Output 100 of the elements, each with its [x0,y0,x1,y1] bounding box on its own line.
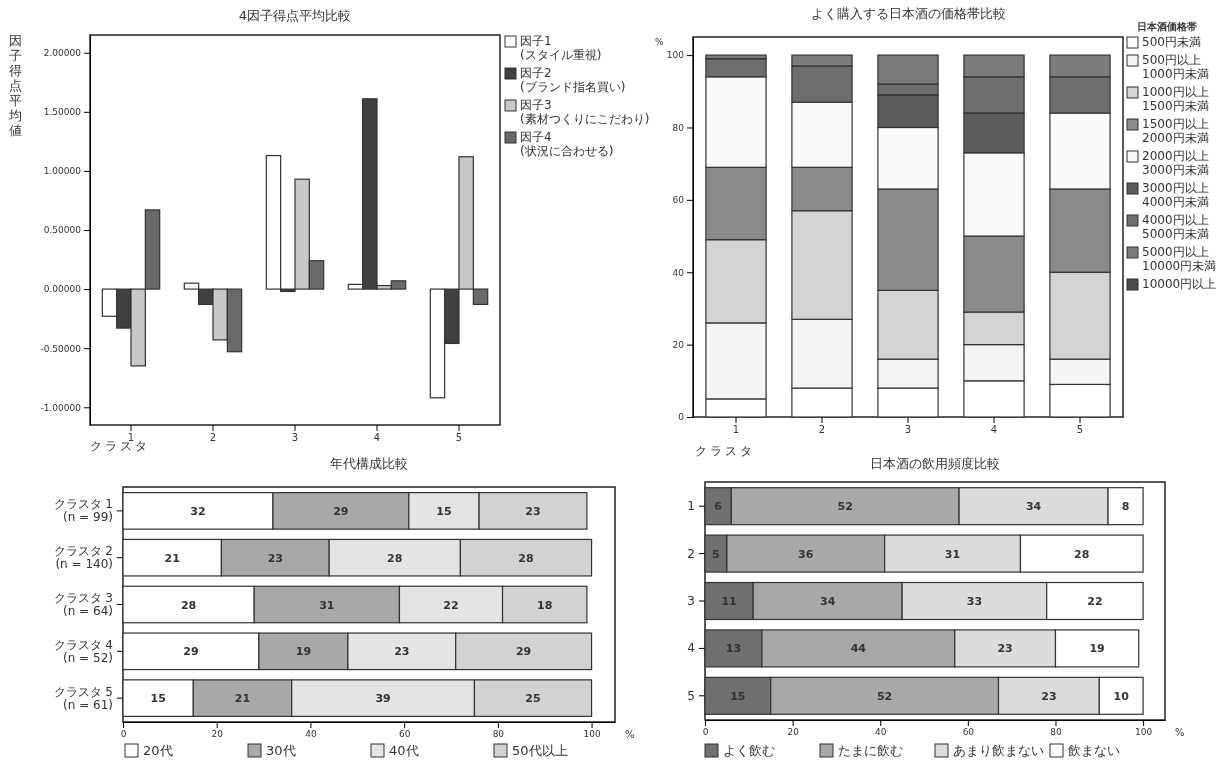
data-label: 25 [525,692,541,706]
y-tick-label: -0.50000 [40,343,82,354]
x-tick-label: 20 [787,727,800,738]
x-tick-label: 80 [1050,727,1062,738]
data-label: 6 [714,500,723,514]
y-tick-label: 60 [672,195,685,206]
y-tick-label: -1.00000 [40,402,82,413]
legend-label: 40代 [389,743,419,758]
y-tick-label: 0.50000 [43,225,82,236]
legend-label: よく飲む [723,743,775,758]
x-axis-title: % [1175,727,1185,738]
x-tick-label: 60 [398,729,411,740]
y-tick-label: 4 [687,641,695,656]
y-tick-label: 40 [672,267,685,278]
legend-label: 5000円以上 10000円未満 [1142,245,1217,273]
data-label: 23 [525,504,541,518]
y-tick-label: 1 [687,499,695,514]
x-tick-label: 100 [1135,727,1153,738]
data-label: 18 [537,598,553,612]
y-tick-label: クラスタ 4 (n = 52) [53,637,113,665]
x-tick-label: 3 [291,432,299,443]
data-label: 34 [820,595,836,608]
y-tick-label: クラスタ 3 (n = 64) [53,591,113,618]
x-tick-label: 40 [305,729,317,740]
data-label: 15 [730,689,746,703]
data-label: 31 [944,547,961,561]
x-tick-label: 4 [990,424,998,435]
data-label: 23 [267,551,283,565]
data-label: 28 [1074,547,1090,561]
data-label: 19 [1089,642,1105,656]
y-tick-label: 0 [678,412,685,423]
legend-label: あまり飲まない [953,743,1044,758]
x-axis-title: クラスタ [695,444,755,458]
data-label: 15 [436,504,452,518]
y-tick-label: クラスタ 5 (n = 61) [53,684,113,712]
legend-label: 10000円以上 [1142,277,1217,291]
data-label: 44 [850,642,867,656]
data-label: 29 [183,645,199,659]
data-label: 22 [443,598,459,612]
x-tick-label: 60 [962,727,975,738]
legend-label: 4000円以上 5000円未満 [1142,213,1209,241]
legend-label: 2000円以上 3000円未満 [1142,149,1209,177]
x-tick-label: 1 [732,424,740,435]
data-label: 11 [721,595,737,608]
x-axis-title: % [625,729,635,740]
y-tick-label: 3 [687,594,695,608]
x-tick-label: 100 [583,729,601,740]
data-label: 28 [387,551,403,565]
data-label: 23 [997,642,1013,656]
data-label: 19 [295,645,312,659]
y-tick-label: 20 [672,340,685,350]
x-tick-label: 5 [455,432,463,443]
chart-title: 4因子得点平均比較 [238,8,352,23]
x-tick-label: 2 [209,432,217,443]
y-tick-label: 80 [672,122,685,133]
legend-label: 因子4 (状況に合わせる) [520,130,614,158]
x-tick-label: 5 [1076,424,1084,435]
y-tick-label: クラスタ 1 (n = 99) [53,497,113,525]
chart-title: 日本酒の飲用頻度比較 [870,456,1000,471]
x-tick-label: 20 [211,729,224,740]
y-tick-label: 2 [687,546,695,561]
y-tick-label: 0.00000 [43,284,82,295]
data-label: 52 [837,500,853,514]
data-label: 8 [1121,500,1130,514]
data-label: 21 [234,692,251,706]
data-label: 23 [394,645,410,659]
data-label: 29 [515,645,532,659]
x-tick-label: 80 [492,729,505,740]
x-tick-label: 1 [127,432,135,443]
y-tick-label: 100 [666,50,685,61]
x-tick-label: 4 [373,432,381,443]
y-tick-label: 1.50000 [43,107,82,118]
data-label: 23 [1041,689,1057,703]
y-axis-title: % [655,37,664,47]
y-tick-label: 5 [687,688,695,703]
y-tick-label: 1.00000 [43,166,82,177]
data-label: 33 [966,595,983,608]
legend-label: 500円未満 [1142,35,1201,49]
data-label: 29 [333,504,349,518]
data-label: 10 [1113,689,1130,703]
legend-label: 因子1 (スタイル重視) [520,34,602,62]
x-tick-label: 2 [818,424,826,435]
legend-label: 1000円以上 1500円未満 [1142,85,1209,113]
data-label: 34 [1025,500,1042,514]
data-label: 52 [876,689,893,703]
legend-label: 3000円以上 4000円未満 [1142,181,1209,209]
y-axis-title: 因子得点平均値 [7,33,22,138]
legend-label: 飲まない [1068,743,1120,758]
y-tick-label: 2.00000 [43,48,82,59]
data-label: 28 [180,598,197,612]
data-label: 32 [190,504,206,518]
y-tick-label: クラスタ 2 (n = 140) [53,544,113,572]
legend-title: 日本酒価格帯 [1137,21,1197,32]
legend-label: 500円以上 1000円未満 [1142,53,1209,81]
data-label: 15 [150,692,166,706]
legend-label: 因子2 (ブランド指名買い) [520,66,626,94]
data-label: 22 [1087,595,1103,608]
data-label: 13 [725,642,742,656]
legend-label: 因子3 (素材つくりにこだわり) [520,98,650,126]
x-tick-label: 40 [875,727,887,738]
